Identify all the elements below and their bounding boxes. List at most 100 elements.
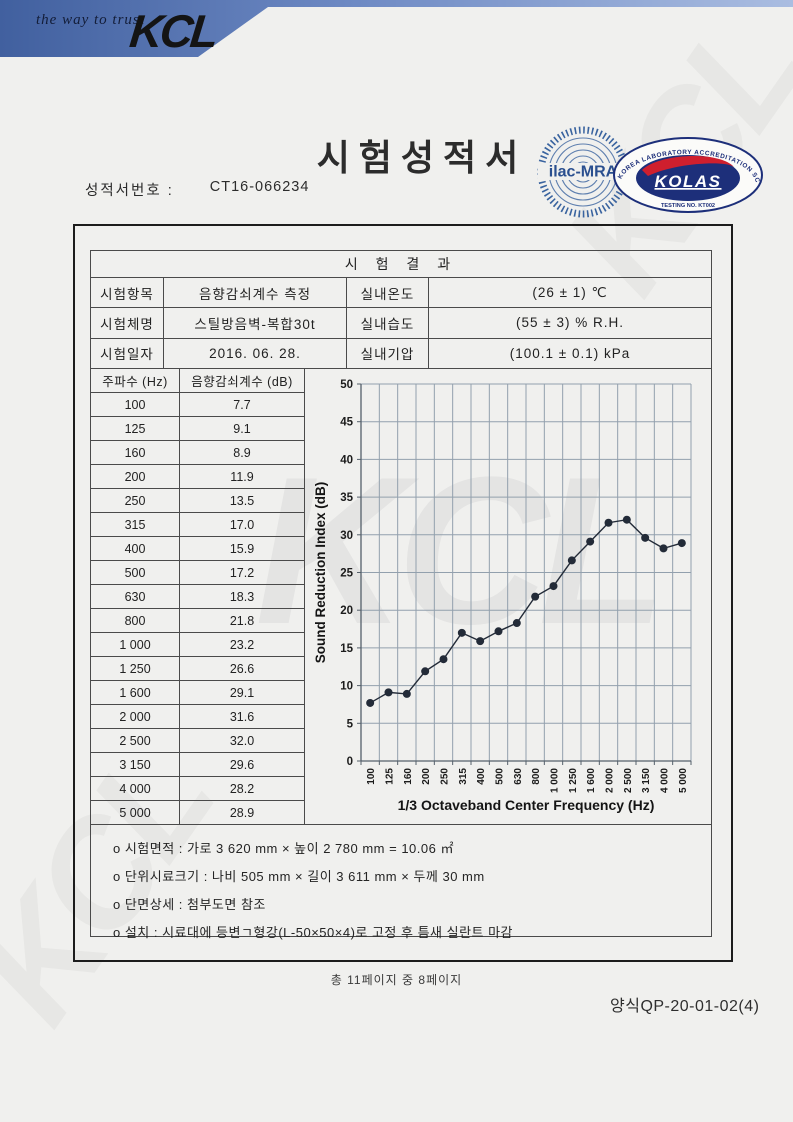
table-row: 2 500 32.0 (91, 729, 304, 753)
results-table-title: 시 험 결 과 (91, 251, 711, 278)
info-value: 2016. 06. 28. (164, 338, 347, 368)
note-line: o 단면상세 : 첨부도면 참조 (113, 897, 266, 912)
data-point (677, 539, 686, 548)
notes-section: o 시험면적 : 가로 3 620 mm × 높이 2 780 mm = 10.… (91, 825, 711, 941)
frequency-table: 주파수 (Hz) 음향감쇠계수 (dB) 100 7.7 125 9.1 160 8.9 200… (91, 369, 305, 824)
freq-cell: 630 (91, 585, 180, 608)
note-line: o 시험면적 : 가로 3 620 mm × 높이 2 780 mm = 10.… (113, 841, 454, 856)
sound-reduction-chart: 0 5 10 15 20 25 30 35 40 45 50 100 125 160 200 250 315 40… (313, 379, 692, 813)
data-point (384, 688, 393, 697)
x-tick-label: 1 000 (550, 768, 561, 793)
info-value: (26 ± 1) ℃ (532, 284, 608, 300)
freq-cell: 1 600 (91, 681, 180, 704)
info-label: 시험체명 (91, 308, 164, 338)
data-point (659, 544, 668, 553)
note-line: o 단위시료크기 : 나비 505 mm × 길이 3 611 mm × 두께 … (113, 869, 485, 884)
cert-logos-svg: ilac-MRA KOREA LABORATORY ACCREDITATION … (525, 118, 763, 218)
x-tick-label: 500 (495, 768, 506, 785)
data-point (402, 689, 411, 698)
table-row: 800 21.8 (91, 609, 304, 633)
x-tick-label: 315 (458, 768, 469, 785)
freq-cell: 4 000 (91, 777, 180, 800)
value-cell: 8.9 (233, 445, 251, 460)
report-number: 성적서번호 : CT16-066234 (85, 179, 309, 200)
x-tick-label: 800 (531, 768, 542, 785)
x-tick-label: 630 (513, 768, 524, 785)
value-cell: 26.6 (229, 661, 255, 676)
value-cell: 15.9 (229, 541, 255, 556)
value-cell: 31.6 (229, 709, 255, 724)
data-point (531, 592, 540, 601)
freq-col-header: 주파수 (Hz) (91, 369, 180, 392)
freq-cell: 1 000 (91, 633, 180, 656)
data-point (366, 698, 375, 707)
table-row: 5 000 28.9 (91, 801, 304, 824)
y-tick-label: 40 (340, 454, 353, 466)
x-tick-label: 125 (385, 768, 396, 785)
x-axis-title: 1/3 Octaveband Center Frequency (Hz) (398, 797, 655, 813)
x-tick-label: 250 (440, 768, 451, 785)
table-row: 2 000 31.6 (91, 705, 304, 729)
table-row: 100 7.7 (91, 393, 304, 417)
value-cell: 18.3 (229, 589, 255, 604)
x-tick-label: 400 (476, 768, 487, 785)
table-row: 1 600 29.1 (91, 681, 304, 705)
y-tick-label: 45 (340, 417, 353, 429)
info-label: 실내기압 (347, 338, 429, 368)
freq-cell: 800 (91, 609, 180, 632)
freq-cell: 2 000 (91, 705, 180, 728)
x-tick-label: 1 600 (586, 768, 597, 793)
info-row: 시험일자 2016. 06. 28. 실내기압 (100.1 ± 0.1) kPa (91, 338, 711, 369)
y-tick-label: 10 (340, 681, 353, 693)
note-line: o 설치 : 시료대에 등변ㄱ형강(L-50×50×4)로 고정 후 틈새 실란… (113, 925, 514, 940)
page-count-text: 총 11페이지 중 8페이지 (330, 973, 463, 987)
freq-cell: 315 (91, 513, 180, 536)
table-row: 1 000 23.2 (91, 633, 304, 657)
x-tick-label: 3 150 (641, 768, 652, 793)
value-cell: 29.1 (229, 685, 255, 700)
value-cell: 23.2 (229, 637, 255, 652)
info-rows: 시험항목 음향감쇠계수 측정 실내온도 (26 ± 1) ℃ 시험체명 스틸방음벽-복합3… (91, 278, 711, 369)
table-row: 250 13.5 (91, 489, 304, 513)
value-cell: 28.9 (229, 805, 255, 820)
freq-header-row: 주파수 (Hz) 음향감쇠계수 (dB) (91, 369, 304, 393)
y-tick-label: 30 (340, 530, 353, 542)
table-row: 160 8.9 (91, 441, 304, 465)
y-tick-label: 5 (347, 718, 354, 730)
data-point (512, 619, 521, 628)
freq-cell: 1 250 (91, 657, 180, 680)
data-point (586, 537, 595, 546)
table-row: 315 17.0 (91, 513, 304, 537)
svg-text:TESTING NO. KT002: TESTING NO. KT002 (661, 203, 715, 209)
info-row: 시험항목 음향감쇠계수 측정 실내온도 (26 ± 1) ℃ (91, 278, 711, 309)
freq-cell: 160 (91, 441, 180, 464)
y-axis-title: Sound Reduction Index (dB) (313, 482, 328, 664)
data-point (494, 627, 503, 636)
y-tick-label: 25 (340, 568, 353, 580)
value-cell: 9.1 (233, 421, 251, 436)
data-point (421, 667, 430, 676)
table-row: 200 11.9 (91, 465, 304, 489)
svg-text:KOLAS: KOLAS (655, 172, 722, 191)
value-cell: 32.0 (229, 733, 255, 748)
form-number: 양식QP-20-01-02(4) (610, 998, 760, 1015)
data-point (439, 655, 448, 664)
certification-logos: ilac-MRA KOREA LABORATORY ACCREDITATION … (525, 118, 768, 228)
data-line (369, 518, 683, 704)
data-point (641, 533, 650, 542)
value-cell: 13.5 (229, 493, 255, 508)
x-tick-label: 2 500 (623, 768, 634, 793)
info-label: 시험일자 (91, 338, 164, 368)
freq-cell: 100 (91, 393, 180, 416)
chart-cell: 0 5 10 15 20 25 30 35 40 45 50 100 125 160 200 250 315 40… (305, 369, 712, 824)
info-label: 실내습도 (347, 308, 429, 338)
table-row: 630 18.3 (91, 585, 304, 609)
freq-cell: 200 (91, 465, 180, 488)
page-title: 시험성적서 (316, 137, 528, 178)
table-row: 3 150 29.6 (91, 753, 304, 777)
x-tick-label: 160 (403, 768, 414, 785)
value-cell: 11.9 (230, 469, 254, 484)
data-point (549, 582, 558, 591)
table-row: 125 9.1 (91, 417, 304, 441)
